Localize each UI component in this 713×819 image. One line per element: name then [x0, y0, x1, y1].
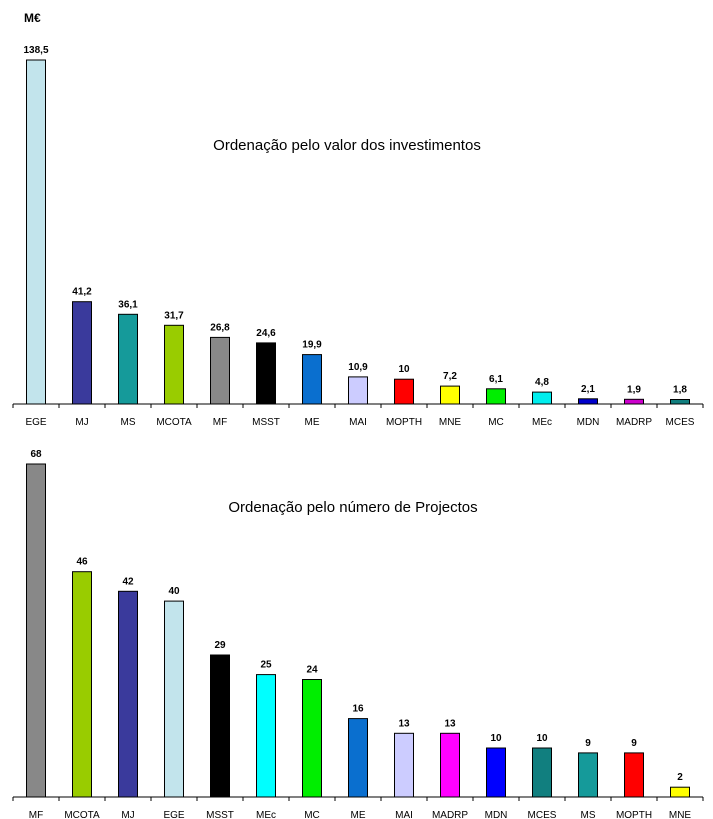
chart2-bar-mai	[394, 732, 414, 798]
chart1-bar-mec	[532, 391, 552, 405]
chart2-bar-mces	[532, 747, 552, 798]
chart1-category-label: MADRP	[616, 417, 652, 428]
chart1-value-label: 2,1	[581, 384, 595, 395]
chart1-value-label: 10,9	[348, 362, 368, 373]
chart2-value-label: 42	[122, 576, 134, 587]
chart1-value-label: 6,1	[489, 374, 503, 385]
chart1-bar-ms	[118, 313, 138, 405]
chart2-bar-ms	[578, 752, 598, 798]
chart1-value-label: 138,5	[23, 45, 48, 56]
chart1-value-label: 4,8	[535, 377, 549, 388]
chart1-category-label: EGE	[25, 417, 46, 428]
chart1-category-label: MCES	[666, 417, 695, 428]
chart2-category-label: MC	[304, 810, 320, 819]
chart2-category-label: MEc	[256, 810, 276, 819]
chart1-unit-label: M€	[24, 11, 41, 25]
chart2-bar-mne	[670, 786, 690, 798]
chart1-value-label: 1,8	[673, 385, 687, 396]
chart2-value-label: 40	[168, 586, 180, 597]
chart1-bars: 138,5 EGE 41,2 MJ 36,1 MS 31,7 MCOTA 26,8 MF 24,6 M…	[12, 45, 704, 428]
chart1-bar-mf	[210, 336, 230, 405]
chart2-category-label: MCES	[528, 810, 557, 819]
chart2-category-label: MNE	[669, 810, 692, 819]
chart2-value-label: 29	[214, 640, 226, 651]
chart1-value-label: 10	[398, 364, 410, 375]
chart1-title: Ordenação pelo valor dos investimentos	[213, 137, 481, 154]
chart2-bar-mc	[302, 679, 322, 798]
chart1-category-label: MDN	[577, 417, 600, 428]
chart1-category-label: MC	[488, 417, 504, 428]
chart2-bar-mdn	[486, 747, 506, 798]
chart1-bar-mdn	[578, 398, 598, 405]
chart1-bar-mcota	[164, 324, 184, 405]
chart1-bar-mces	[670, 399, 690, 405]
chart2-value-label: 13	[444, 718, 456, 729]
chart2-category-label: MADRP	[432, 810, 468, 819]
chart2-value-label: 13	[398, 718, 410, 729]
chart1-value-label: 24,6	[256, 328, 276, 339]
chart2-bar-mj	[118, 590, 138, 798]
chart1-bar-mne	[440, 385, 460, 405]
chart1-bar-mai	[348, 376, 368, 405]
chart1-category-label: MJ	[75, 417, 88, 428]
chart2-title: Ordenação pelo número de Projectos	[228, 499, 477, 516]
chart2-category-label: MSST	[206, 810, 234, 819]
chart1-value-label: 36,1	[118, 299, 138, 310]
chart1-category-label: MF	[213, 417, 227, 428]
chart1-bar-madrp	[624, 398, 644, 405]
chart2-category-label: MS	[581, 810, 596, 819]
chart1-value-label: 41,2	[72, 287, 92, 298]
chart2-value-label: 16	[352, 704, 364, 715]
chart2-category-label: MF	[29, 810, 43, 819]
chart2-category-label: MCOTA	[64, 810, 100, 819]
chart2-bar-mf	[26, 463, 46, 798]
chart1-category-label: MS	[121, 417, 136, 428]
chart2-value-label: 10	[490, 733, 502, 744]
chart2-value-label: 9	[585, 738, 591, 749]
chart1-category-label: MAI	[349, 417, 367, 428]
chart2-category-label: MAI	[395, 810, 413, 819]
chart2-value-label: 46	[76, 557, 88, 568]
chart1-bar-mopth	[394, 378, 414, 405]
chart1-category-label: MSST	[252, 417, 280, 428]
chart2-value-label: 24	[306, 665, 318, 676]
chart1-value-label: 26,8	[210, 322, 230, 333]
chart1-category-label: MOPTH	[386, 417, 422, 428]
chart2-value-label: 25	[260, 660, 272, 671]
chart1-value-label: 31,7	[164, 310, 184, 321]
chart2-category-label: EGE	[163, 810, 184, 819]
chart2-bar-ege	[164, 600, 184, 798]
chart1-bar-msst	[256, 342, 276, 405]
chart2-value-label: 9	[631, 738, 637, 749]
chart2-category-label: MDN	[485, 810, 508, 819]
chart1-bar-me	[302, 354, 322, 405]
chart1-bar-mc	[486, 388, 506, 405]
chart2-value-label: 10	[536, 733, 548, 744]
chart1-bar-mj	[72, 301, 92, 405]
chart1-category-label: MEc	[532, 417, 552, 428]
chart2-bars: 68MF46MCOTA42MJ40EGE29MSST25MEc24MC16ME1…	[12, 449, 704, 819]
chart2-bar-madrp	[440, 732, 460, 798]
chart1-category-label: ME	[305, 417, 320, 428]
chart2-category-label: MJ	[121, 810, 134, 819]
chart2-value-label: 2	[677, 772, 683, 783]
chart2-bar-msst	[210, 654, 230, 798]
chart1-value-label: 7,2	[443, 371, 457, 382]
chart1-category-label: MCOTA	[156, 417, 192, 428]
chart2-category-label: ME	[351, 810, 366, 819]
chart2-category-label: MOPTH	[616, 810, 652, 819]
chart2-bar-mcota	[72, 571, 92, 798]
chart2-bar-me	[348, 718, 368, 798]
chart2-bar-mopth	[624, 752, 644, 798]
chart2-bar-mec	[256, 674, 276, 798]
chart1-value-label: 19,9	[302, 340, 322, 351]
chart1-category-label: MNE	[439, 417, 462, 428]
chart1-value-label: 1,9	[627, 384, 641, 395]
chart1-bar-ege	[26, 59, 46, 405]
chart2-value-label: 68	[30, 449, 42, 460]
